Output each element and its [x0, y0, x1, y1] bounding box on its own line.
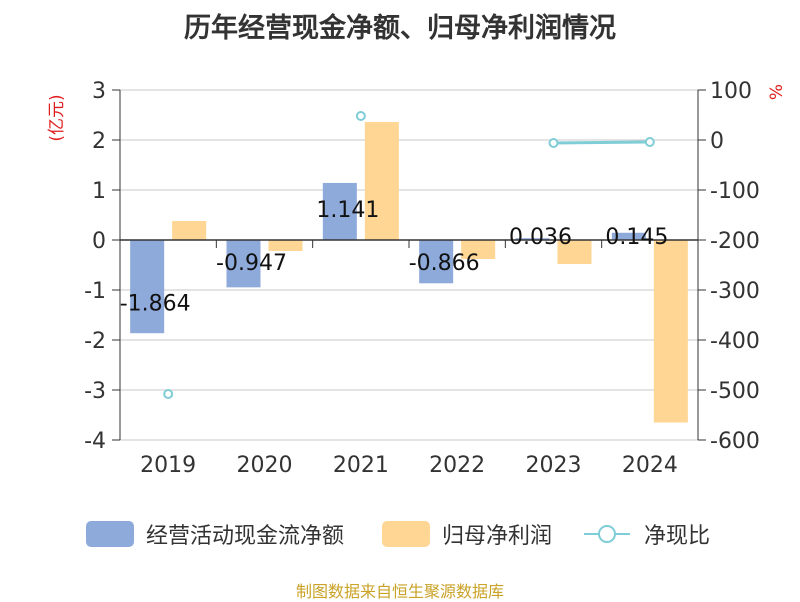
- bar-operating-cash-flow: [226, 240, 261, 288]
- right-axis-tick-label: -200: [710, 229, 760, 254]
- left-axis-tick-label: -1: [84, 279, 106, 304]
- bar-operating-cash-flow: [322, 182, 357, 240]
- category-label: 2021: [333, 453, 389, 478]
- bar-operating-cash-flow: [515, 238, 550, 240]
- data-label-operating-cash-flow: 1.141: [316, 198, 379, 223]
- data-label-operating-cash-flow: 0.036: [509, 225, 572, 250]
- legend-item-cash-ratio[interactable]: 净现比: [582, 516, 710, 552]
- category-label: 2024: [622, 453, 678, 478]
- bar-net-profit: [172, 221, 207, 240]
- right-axis-tick-label: -600: [710, 429, 760, 454]
- bar-operating-cash-flow: [419, 240, 454, 284]
- cash-ratio-point: [355, 111, 366, 121]
- right-axis-unit-label: %: [767, 84, 787, 100]
- cash-ratio-point: [548, 138, 559, 148]
- left-axis-tick-label: 1: [92, 179, 106, 204]
- right-axis-tick-label: -500: [710, 379, 760, 404]
- left-axis-tick-label: 0: [92, 229, 106, 254]
- cash-ratio-point: [163, 389, 174, 399]
- bar-net-profit: [268, 240, 303, 251]
- legend-label-operating-cash-flow: 经营活动现金流净额: [146, 524, 345, 549]
- data-label-operating-cash-flow: 0.145: [605, 225, 668, 250]
- source-note: 制图数据来自恒生聚源数据库: [295, 582, 504, 601]
- data-label-operating-cash-flow: -0.947: [216, 251, 287, 276]
- bar-net-profit: [364, 122, 399, 240]
- category-label: 2019: [140, 453, 196, 478]
- data-label-operating-cash-flow: -1.864: [120, 292, 191, 317]
- left-axis-tick-label: -2: [84, 329, 106, 354]
- category-label: 2023: [526, 453, 582, 478]
- legend: 经营活动现金流净额 归母净利润 净现比: [0, 516, 800, 552]
- left-axis-tick-label: 3: [92, 79, 106, 104]
- legend-label-cash-ratio: 净现比: [644, 524, 711, 549]
- bar-net-profit: [461, 240, 496, 259]
- category-label: 2022: [429, 453, 485, 478]
- right-axis-tick-label: -300: [710, 279, 760, 304]
- legend-swatch-operating-cash-flow: [86, 521, 134, 547]
- category-label: 2020: [237, 453, 293, 478]
- legend-swatch-cash-ratio: [584, 525, 630, 543]
- chart-title: 历年经营现金净额、归母净利润情况: [184, 13, 616, 44]
- right-axis-tick-label: -100: [710, 179, 760, 204]
- legend-swatch-net-profit: [382, 521, 430, 547]
- left-axis-tick-label: 2: [92, 129, 106, 154]
- cash-ratio-point: [644, 137, 655, 147]
- bar-operating-cash-flow: [130, 240, 165, 334]
- legend-label-net-profit: 归母净利润: [442, 524, 553, 549]
- right-axis-tick-label: -400: [710, 329, 760, 354]
- data-label-operating-cash-flow: -0.866: [409, 251, 480, 276]
- cash-ratio-line-segment: [553, 140, 650, 145]
- left-axis-tick-label: -3: [84, 379, 106, 404]
- left-axis-unit-label: (亿元): [47, 94, 67, 141]
- left-axis-tick-label: -4: [84, 429, 106, 454]
- right-axis-tick-label: 100: [710, 79, 752, 104]
- legend-item-net-profit[interactable]: 归母净利润: [382, 516, 552, 552]
- bar-net-profit: [557, 240, 592, 264]
- right-axis-tick-label: 0: [710, 129, 724, 154]
- bar-net-profit: [653, 240, 688, 423]
- legend-item-operating-cash-flow[interactable]: 经营活动现金流净额: [86, 516, 344, 552]
- bar-operating-cash-flow: [611, 232, 646, 240]
